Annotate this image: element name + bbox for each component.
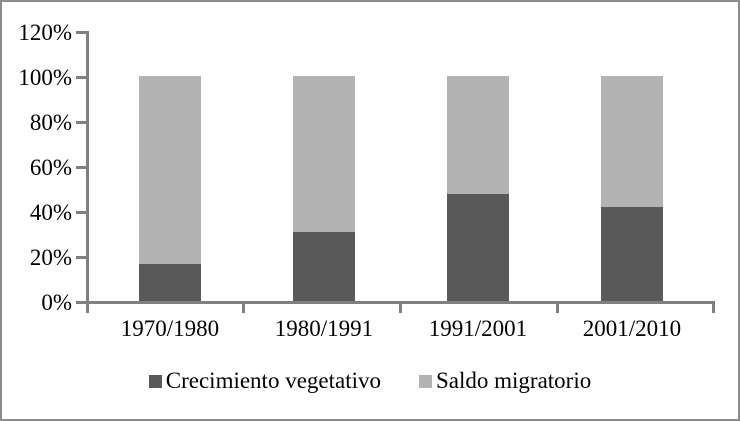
y-axis-line [86, 31, 89, 304]
x-tick-mark [242, 301, 245, 313]
legend-label: Saldo migratorio [436, 368, 592, 393]
y-axis-label: 40% [29, 200, 72, 225]
bar-segment-saldo-migratorio [447, 76, 509, 194]
y-tick-mark [76, 301, 86, 304]
y-axis-label: 80% [29, 110, 72, 135]
legend-item-saldo-migratorio: Saldo migratorio [419, 368, 591, 394]
legend: Crecimiento vegetativo Saldo migratorio [2, 368, 738, 394]
legend-swatch-light-icon [419, 374, 432, 388]
y-tick-mark [76, 121, 86, 124]
bar-segment-saldo-migratorio [293, 76, 355, 232]
bar-segment-saldo-migratorio [601, 76, 663, 208]
y-tick-mark [76, 31, 86, 34]
y-axis-label: 60% [29, 155, 72, 180]
x-axis-label: 2001/2010 [582, 316, 682, 341]
bar-segment-crecimiento-vegetativo [293, 231, 355, 302]
bar-segment-crecimiento-vegetativo [447, 193, 509, 302]
x-axis-label: 1991/2001 [428, 316, 528, 341]
legend-swatch-dark-icon [148, 374, 162, 388]
x-axis-label: 1970/1980 [120, 316, 220, 341]
y-tick-mark [76, 166, 86, 169]
y-tick-mark [76, 76, 86, 79]
x-tick-mark [399, 301, 402, 313]
bar-segment-saldo-migratorio [139, 76, 201, 264]
y-axis-label: 100% [18, 65, 72, 90]
legend-label: Crecimiento vegetativo [165, 368, 381, 393]
x-axis-label: 1980/1991 [274, 316, 374, 341]
bar-segment-crecimiento-vegetativo [601, 207, 663, 302]
legend-item-crecimiento-vegetativo: Crecimiento vegetativo [148, 368, 381, 394]
x-tick-mark [556, 301, 559, 313]
y-axis-label: 0% [41, 290, 72, 315]
x-tick-mark [86, 301, 89, 313]
y-tick-mark [76, 211, 86, 214]
bar-segment-crecimiento-vegetativo [139, 263, 201, 302]
y-axis-label: 20% [29, 245, 72, 270]
y-tick-mark [76, 256, 86, 259]
x-tick-mark [712, 301, 715, 313]
y-axis-label: 120% [18, 20, 72, 45]
